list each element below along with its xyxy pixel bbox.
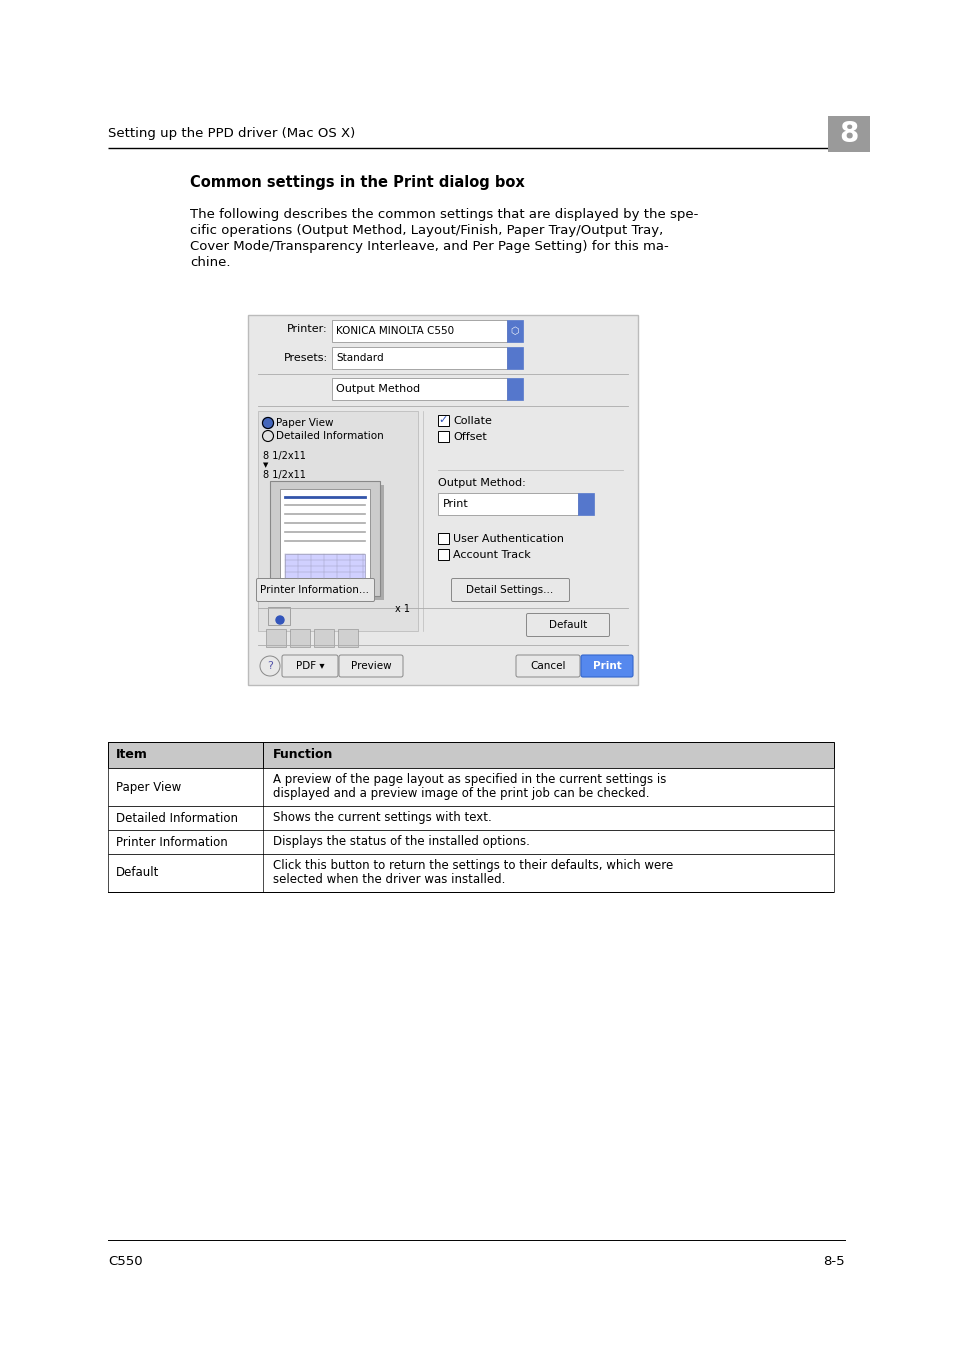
- Text: Detailed Information: Detailed Information: [116, 811, 237, 825]
- Text: 8-5: 8-5: [822, 1256, 844, 1268]
- Text: Output Method:: Output Method:: [437, 478, 525, 487]
- Bar: [270, 481, 379, 595]
- Text: Function: Function: [273, 748, 333, 761]
- Text: 8: 8: [839, 120, 858, 148]
- Text: ✓: ✓: [438, 416, 448, 425]
- Text: Collate: Collate: [453, 416, 492, 427]
- Text: Common settings in the Print dialog box: Common settings in the Print dialog box: [190, 176, 524, 190]
- Text: Default: Default: [116, 867, 159, 879]
- Text: A preview of the page layout as specified in the current settings is: A preview of the page layout as specifie…: [273, 774, 666, 786]
- Text: ▼: ▼: [263, 462, 268, 468]
- Text: Cancel: Cancel: [530, 662, 565, 671]
- FancyBboxPatch shape: [338, 655, 402, 676]
- FancyBboxPatch shape: [526, 613, 609, 636]
- Circle shape: [275, 616, 284, 624]
- FancyBboxPatch shape: [256, 579, 375, 602]
- Circle shape: [262, 417, 274, 428]
- Text: Output Method: Output Method: [335, 383, 419, 394]
- Text: Account Track: Account Track: [453, 549, 530, 560]
- Bar: [266, 629, 286, 647]
- Text: Detailed Information: Detailed Information: [275, 431, 383, 441]
- Text: 8 1/2x11: 8 1/2x11: [263, 451, 306, 460]
- FancyBboxPatch shape: [282, 655, 337, 676]
- Text: Paper View: Paper View: [116, 780, 181, 794]
- Bar: [437, 431, 449, 441]
- Bar: [274, 485, 384, 599]
- FancyBboxPatch shape: [516, 655, 579, 676]
- Text: Print: Print: [592, 662, 620, 671]
- Bar: [437, 493, 578, 514]
- Bar: [108, 855, 833, 892]
- Text: User Authentication: User Authentication: [453, 535, 563, 544]
- Text: C550: C550: [108, 1256, 143, 1268]
- Bar: [437, 549, 449, 560]
- Bar: [827, 116, 869, 153]
- Bar: [108, 768, 833, 806]
- Text: Offset: Offset: [453, 432, 486, 441]
- Text: Setting up the PPD driver (Mac OS X): Setting up the PPD driver (Mac OS X): [108, 127, 355, 140]
- Bar: [506, 320, 522, 342]
- Text: 8 1/2x11: 8 1/2x11: [263, 470, 306, 481]
- Text: ⬡: ⬡: [510, 325, 518, 336]
- Text: Printer Information...: Printer Information...: [260, 585, 369, 595]
- Text: Default: Default: [548, 620, 586, 630]
- Text: Detail Settings...: Detail Settings...: [466, 585, 553, 595]
- Bar: [280, 489, 370, 589]
- Text: Click this button to return the settings to their defaults, which were: Click this button to return the settings…: [273, 859, 673, 872]
- Bar: [332, 378, 506, 400]
- Bar: [332, 347, 506, 369]
- Text: ?: ?: [267, 662, 273, 671]
- Bar: [314, 629, 334, 647]
- Bar: [332, 320, 506, 342]
- Text: x 1: x 1: [395, 603, 410, 614]
- FancyBboxPatch shape: [451, 579, 569, 602]
- Bar: [285, 554, 365, 579]
- Bar: [248, 315, 638, 684]
- Text: cific operations (Output Method, Layout/Finish, Paper Tray/Output Tray,: cific operations (Output Method, Layout/…: [190, 224, 662, 238]
- Text: Presets:: Presets:: [284, 352, 328, 363]
- Text: Paper View: Paper View: [275, 418, 334, 428]
- Bar: [268, 608, 290, 625]
- Text: displayed and a preview image of the print job can be checked.: displayed and a preview image of the pri…: [273, 787, 649, 801]
- Circle shape: [260, 656, 280, 676]
- Text: Printer Information: Printer Information: [116, 836, 228, 849]
- Text: Standard: Standard: [335, 352, 383, 363]
- Text: Item: Item: [116, 748, 148, 761]
- Text: PDF ▾: PDF ▾: [295, 662, 324, 671]
- Bar: [437, 414, 449, 427]
- Bar: [506, 347, 522, 369]
- Bar: [108, 806, 833, 830]
- Bar: [108, 743, 833, 768]
- Text: chine.: chine.: [190, 256, 231, 269]
- Circle shape: [262, 431, 274, 441]
- Bar: [337, 629, 357, 647]
- Text: Print: Print: [442, 500, 468, 509]
- Bar: [506, 378, 522, 400]
- Text: Cover Mode/Transparency Interleave, and Per Page Setting) for this ma-: Cover Mode/Transparency Interleave, and …: [190, 240, 668, 252]
- Bar: [437, 533, 449, 544]
- Text: selected when the driver was installed.: selected when the driver was installed.: [273, 873, 505, 886]
- Text: Shows the current settings with text.: Shows the current settings with text.: [273, 811, 491, 825]
- Text: Displays the status of the installed options.: Displays the status of the installed opt…: [273, 836, 529, 849]
- Bar: [578, 493, 594, 514]
- FancyBboxPatch shape: [580, 655, 633, 676]
- Bar: [257, 410, 417, 630]
- Bar: [290, 629, 310, 647]
- Text: Preview: Preview: [351, 662, 391, 671]
- Text: Printer:: Printer:: [287, 324, 328, 333]
- Text: The following describes the common settings that are displayed by the spe-: The following describes the common setti…: [190, 208, 698, 221]
- Bar: [108, 830, 833, 855]
- Text: KONICA MINOLTA C550: KONICA MINOLTA C550: [335, 325, 454, 336]
